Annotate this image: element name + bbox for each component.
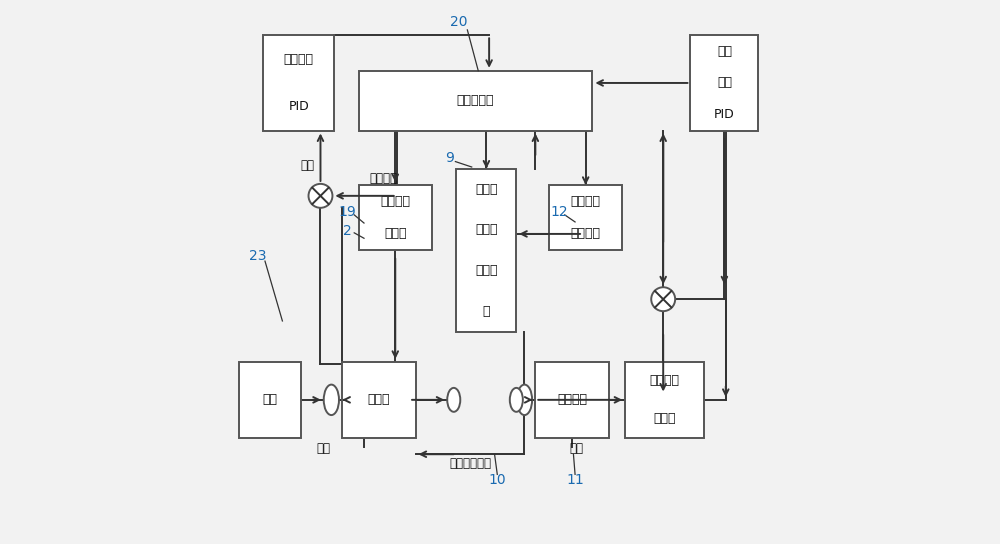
- Bar: [456, 169, 516, 332]
- Text: 叶轮: 叶轮: [263, 393, 278, 406]
- Text: 控制单元: 控制单元: [571, 227, 601, 240]
- Bar: [342, 362, 416, 438]
- Text: 给定转矩: 给定转矩: [369, 172, 397, 185]
- Bar: [359, 71, 592, 131]
- Text: 转速: 转速: [717, 45, 732, 58]
- Ellipse shape: [510, 388, 523, 412]
- Text: 转矩: 转矩: [300, 159, 314, 172]
- Bar: [549, 185, 622, 250]
- Text: PID: PID: [288, 100, 309, 113]
- Text: PID: PID: [714, 108, 735, 121]
- Text: 电液比: 电液比: [475, 224, 498, 236]
- Text: 2: 2: [343, 224, 352, 238]
- Text: 压力补偿修正: 压力补偿修正: [449, 457, 491, 470]
- Circle shape: [309, 184, 332, 208]
- Text: 模糊: 模糊: [717, 77, 732, 89]
- Text: 20: 20: [450, 15, 468, 29]
- Text: 变量泵控: 变量泵控: [380, 195, 410, 208]
- Text: 变量马达: 变量马达: [571, 195, 601, 208]
- Bar: [625, 362, 704, 438]
- Bar: [359, 185, 432, 250]
- Text: 变量泵: 变量泵: [368, 393, 390, 406]
- Bar: [690, 35, 758, 131]
- Text: 永磁同步: 永磁同步: [650, 374, 680, 387]
- Text: 例控制: 例控制: [475, 264, 498, 277]
- Ellipse shape: [447, 388, 460, 412]
- Text: 先导型: 先导型: [475, 183, 498, 195]
- Text: 中央处理器: 中央处理器: [457, 94, 494, 107]
- Text: 9: 9: [446, 151, 454, 165]
- Circle shape: [651, 287, 675, 311]
- Bar: [535, 362, 609, 438]
- Bar: [263, 35, 334, 131]
- Text: 发电机: 发电机: [653, 412, 676, 425]
- Text: 12: 12: [550, 205, 568, 219]
- Bar: [239, 362, 301, 438]
- Text: 阀: 阀: [483, 305, 490, 318]
- Text: 10: 10: [488, 473, 506, 487]
- Ellipse shape: [517, 385, 532, 415]
- Text: 转速: 转速: [316, 442, 330, 455]
- Text: 制单元: 制单元: [384, 227, 407, 240]
- Text: 转矩模糊: 转矩模糊: [284, 53, 314, 66]
- Text: 11: 11: [566, 473, 584, 487]
- Text: 变量马达: 变量马达: [557, 393, 587, 406]
- Text: 23: 23: [249, 249, 267, 263]
- Text: 转速: 转速: [569, 442, 583, 455]
- Text: 19: 19: [339, 205, 357, 219]
- Ellipse shape: [324, 385, 339, 415]
